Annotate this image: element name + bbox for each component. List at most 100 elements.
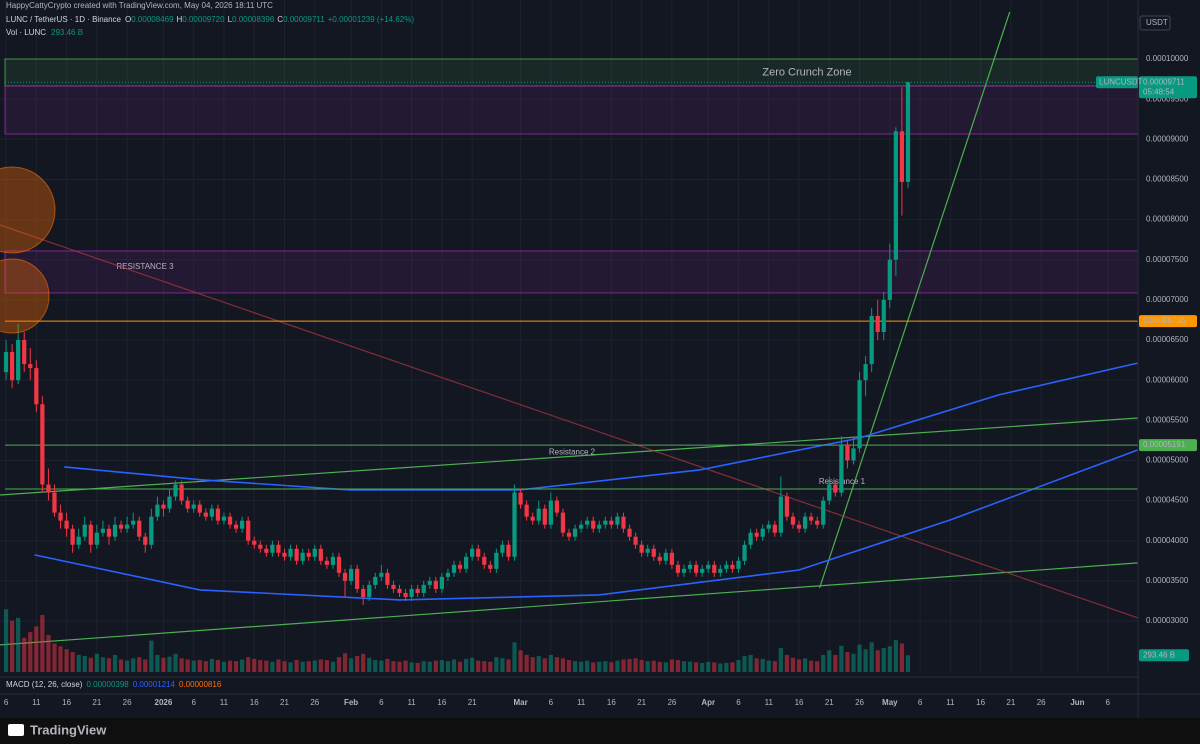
candle-body (34, 368, 39, 405)
volume-bar (355, 656, 360, 672)
candle-body (506, 544, 511, 557)
volume-bar (560, 658, 566, 672)
candle-body (615, 516, 620, 525)
candle-body (851, 448, 856, 461)
x-tick-label: 21 (825, 698, 834, 707)
volume-bar (796, 659, 802, 672)
volume-bar (542, 658, 547, 672)
volume-bar (282, 661, 287, 672)
volume-bar (530, 657, 535, 672)
volume-bar (246, 657, 251, 672)
candle-body (833, 484, 838, 493)
volume-bar (566, 660, 572, 672)
volume-bar (857, 644, 862, 672)
candle-body (675, 564, 681, 573)
plot: Zero Crunch Zone RESISTANCE 3 Resistance 2… (0, 0, 1139, 672)
volume-bar (112, 654, 118, 672)
volume-bar (336, 657, 342, 672)
candle-body (585, 520, 590, 525)
candle-body (754, 532, 759, 537)
candle-body (9, 352, 15, 381)
volume-bar (361, 653, 366, 672)
x-tick-label: Mar (513, 698, 527, 707)
candle-body (433, 580, 438, 589)
volume-bar (270, 661, 275, 672)
candle-body (191, 504, 196, 509)
candle-body (796, 524, 802, 529)
candle-body (518, 492, 523, 505)
candle-body (821, 500, 826, 525)
l-label: L (228, 15, 233, 24)
volume-bar (470, 657, 475, 672)
volume-bar (591, 662, 596, 672)
x-tick-label: 16 (795, 698, 804, 707)
logo: TradingView (30, 722, 107, 737)
volume-bar (585, 660, 590, 672)
volume-bar (161, 657, 166, 672)
macd-line: MACD (12, 26, close) 0.00000398 0.00001214… (6, 680, 222, 689)
logo-icon (8, 724, 24, 736)
zone (4, 250, 1139, 294)
y-tick-label: 0.00008500 (1146, 175, 1189, 184)
candle-body (155, 504, 160, 517)
volume-bar (22, 637, 27, 672)
candle-body (881, 299, 886, 332)
volume-bar (633, 658, 638, 672)
candle-body (143, 536, 148, 545)
currency-box[interactable] (1139, 15, 1171, 31)
candle-body (500, 544, 505, 553)
footer (0, 718, 1200, 744)
vol: 293.46 B (51, 28, 83, 37)
candle-body (28, 364, 33, 369)
candle-body (681, 568, 687, 573)
volume-bar (427, 661, 432, 672)
volume-tag (1139, 649, 1189, 662)
y-tick-label: 0.00007000 (1146, 295, 1189, 304)
x-tick-label: 6 (549, 698, 554, 707)
volume-bar (391, 661, 396, 672)
volume-bar (663, 662, 668, 672)
volume-bar (9, 620, 15, 672)
x-tick-label: 16 (976, 698, 985, 707)
symbol-tag-text: LUNCUSDT (1099, 77, 1143, 86)
volume-bar (742, 656, 747, 672)
volume-bar (687, 661, 693, 672)
volume-bar (772, 661, 777, 672)
candle-body (88, 524, 93, 545)
x-tick-label: 11 (407, 698, 416, 707)
currency[interactable]: USDT (1146, 18, 1168, 27)
x-tick-label: 11 (32, 698, 41, 707)
volume-bar (179, 658, 184, 672)
x-tick-label: 11 (765, 698, 774, 707)
macd-v3: 0.00000816 (179, 680, 222, 689)
volume-bar (149, 640, 154, 672)
candle-body (651, 548, 656, 557)
c-label: C (277, 15, 283, 24)
x-tick-label: 21 (637, 698, 646, 707)
candle-body (100, 528, 106, 533)
candle-body (409, 588, 414, 597)
candle-body (869, 315, 874, 365)
candle-body (494, 552, 499, 569)
vol-label: Vol · LUNC (6, 28, 46, 37)
candle-body (790, 516, 796, 525)
candle-body (530, 516, 535, 521)
volume-bar (748, 654, 753, 672)
volume-bar (693, 662, 699, 672)
volume-bar (815, 661, 820, 672)
trendline (819, 11, 1011, 589)
volume-bar (197, 660, 202, 672)
level-tag (1139, 439, 1197, 452)
o-label: O (125, 15, 131, 24)
candle-body (118, 524, 124, 529)
candle-body (609, 520, 614, 525)
volume-bar (233, 661, 239, 672)
volume-bar (421, 661, 426, 672)
candle-body (887, 259, 892, 300)
candle-body (748, 532, 753, 545)
volume-bar (264, 660, 269, 672)
candle-body (52, 492, 57, 513)
candle-body (718, 568, 723, 573)
volume-bar (433, 660, 438, 672)
volume-bar (881, 648, 886, 672)
